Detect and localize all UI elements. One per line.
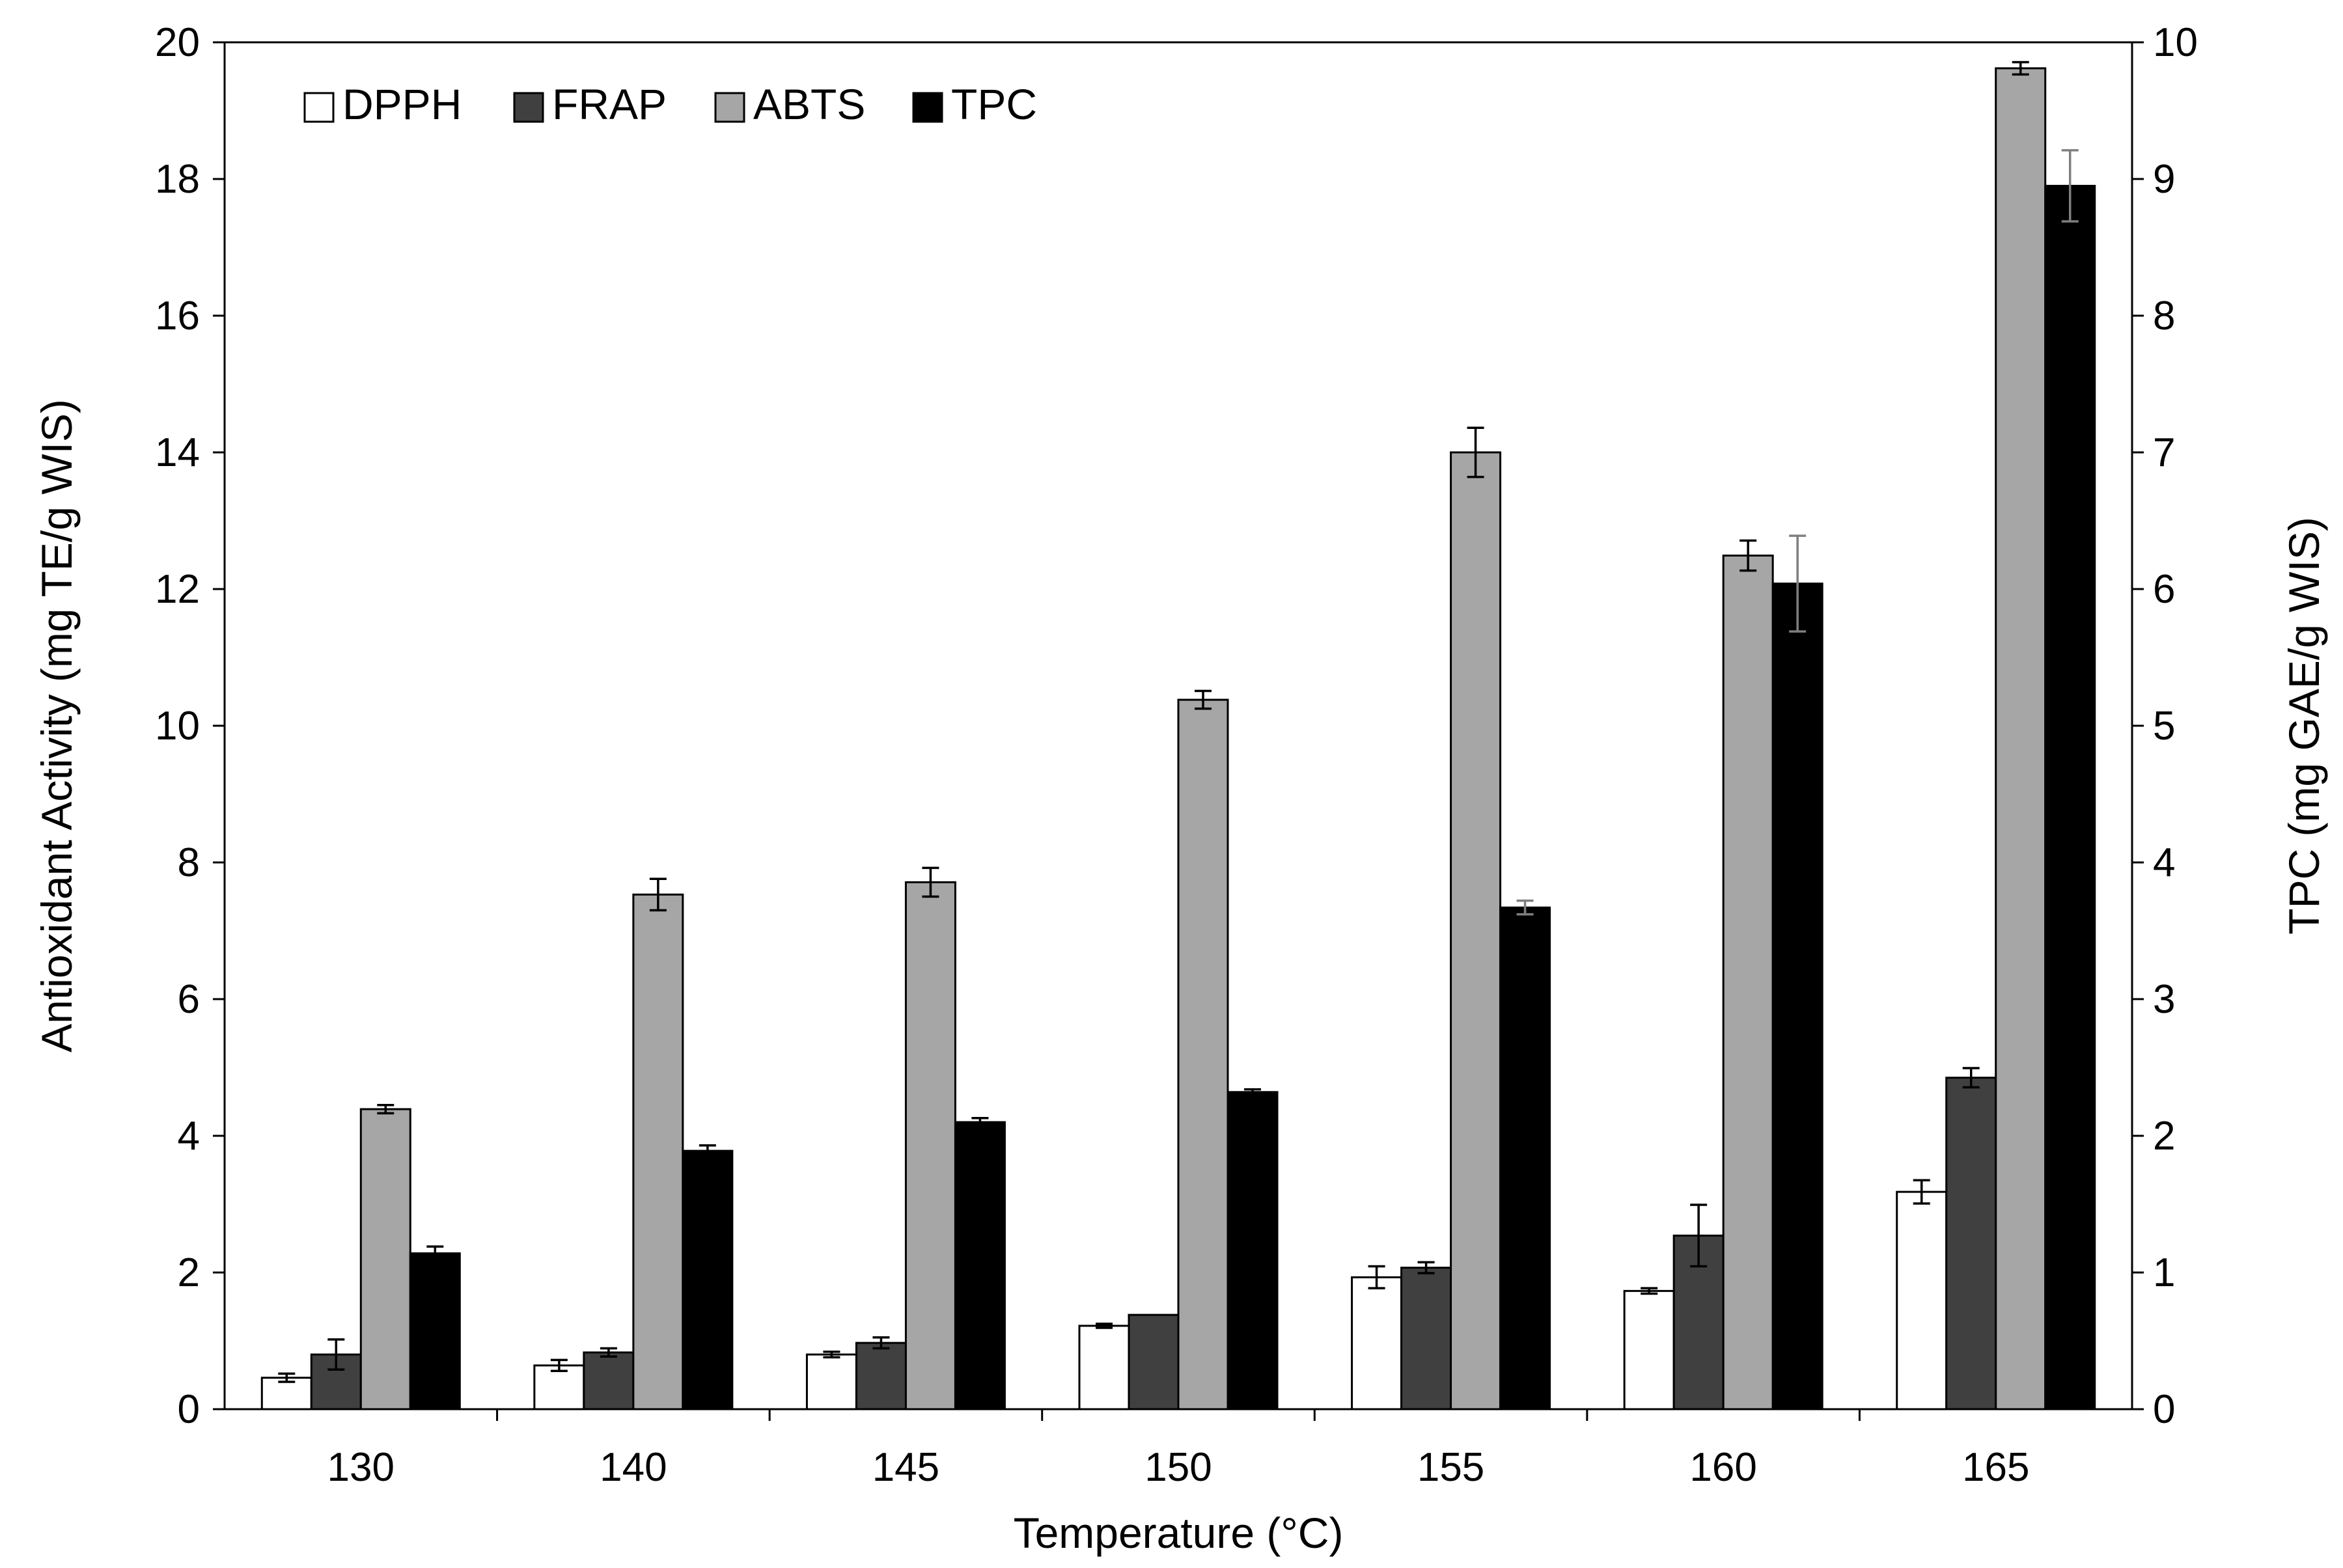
bar-frap-145 [855, 1341, 907, 1410]
bar-abts-130 [359, 1108, 411, 1410]
bars [260, 67, 2096, 1410]
bar-tpc-160 [1771, 583, 1823, 1410]
bar-frap-165 [1945, 1077, 1997, 1410]
x-axis-title: Temperature (°C) [1014, 1509, 1344, 1557]
y-tick-label: 14 [155, 430, 200, 475]
legend-swatch-dpph [303, 92, 335, 123]
bar-tpc-130 [409, 1252, 461, 1410]
bar-tpc-155 [1499, 906, 1551, 1410]
y2-tick-label: 2 [2153, 1114, 2175, 1159]
legend-label-tpc: TPC [951, 80, 1037, 128]
y-tick-label: 20 [155, 20, 200, 65]
bar-abts-150 [1177, 698, 1229, 1410]
y-axis-title: Antioxidant Activity (mg TE/g WIS) [33, 399, 81, 1052]
y-tick-label: 2 [178, 1250, 200, 1295]
bar-tpc-165 [2044, 185, 2096, 1410]
y2-tick-label: 6 [2153, 567, 2175, 612]
bar-frap-140 [583, 1351, 635, 1410]
y-tick-label: 18 [155, 157, 200, 202]
legend-swatch-frap [513, 92, 544, 123]
bar-tpc-140 [682, 1149, 734, 1410]
y-tick-label: 16 [155, 294, 200, 338]
bar-dpph-140 [533, 1364, 585, 1410]
y2-tick-label: 3 [2153, 977, 2175, 1022]
y-tick-label: 12 [155, 567, 200, 612]
bar-dpph-155 [1351, 1276, 1403, 1410]
x-tick-label: 150 [1144, 1445, 1212, 1490]
bar-tpc-150 [1227, 1091, 1279, 1410]
bar-tpc-145 [954, 1121, 1006, 1410]
bar-abts-160 [1722, 555, 1774, 1410]
y2-tick-label: 9 [2153, 157, 2175, 202]
x-tick-label: 130 [327, 1445, 395, 1490]
legend: DPPH FRAP ABTS TPC [303, 80, 1037, 128]
legend-label-abts: ABTS [753, 80, 865, 128]
y2-tick-label: 7 [2153, 430, 2175, 475]
bar-dpph-150 [1078, 1325, 1130, 1410]
bar-frap-155 [1400, 1267, 1452, 1410]
y-tick-label: 10 [155, 704, 200, 749]
x-tick-label: 165 [1962, 1445, 2029, 1490]
bar-frap-150 [1128, 1314, 1180, 1410]
legend-swatch-tpc [912, 92, 943, 123]
legend-label-dpph: DPPH [342, 80, 462, 128]
legend-swatch-abts [714, 92, 745, 123]
y-tick-label: 8 [178, 840, 200, 885]
bar-abts-140 [632, 893, 684, 1410]
y2-tick-label: 5 [2153, 704, 2175, 749]
bar-abts-145 [904, 881, 956, 1410]
y2-tick-label: 10 [2153, 20, 2198, 65]
y2-tick-label: 8 [2153, 294, 2175, 338]
y2-tick-label: 4 [2153, 840, 2175, 885]
y-tick-label: 0 [178, 1387, 200, 1432]
error-bars [278, 61, 2079, 1383]
y2-tick-label: 0 [2153, 1387, 2175, 1432]
bar-abts-155 [1450, 451, 1502, 1410]
x-tick-label: 140 [600, 1445, 667, 1490]
y2-tick-label: 1 [2153, 1250, 2175, 1295]
bar-dpph-160 [1623, 1289, 1675, 1410]
x-tick-label: 155 [1417, 1445, 1484, 1490]
x-tick-label: 145 [872, 1445, 939, 1490]
y-tick-label: 4 [178, 1114, 200, 1159]
y-tick-label: 6 [178, 977, 200, 1022]
bar-dpph-145 [805, 1353, 857, 1410]
x-tick-label: 160 [1689, 1445, 1756, 1490]
y2-axis-title: TPC (mg GAE/g WIS) [2280, 517, 2328, 935]
bar-dpph-165 [1896, 1190, 1948, 1410]
bar-abts-165 [1995, 67, 2047, 1410]
legend-label-frap: FRAP [552, 80, 667, 128]
